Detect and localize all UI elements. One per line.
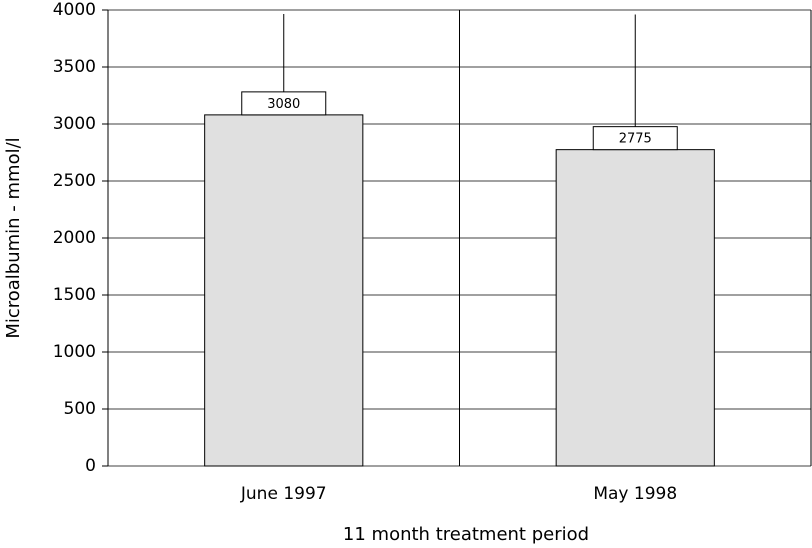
y-tick-label: 1000	[53, 342, 96, 362]
y-tick-label: 2000	[53, 228, 96, 248]
y-tick-label: 0	[85, 456, 96, 476]
value-label-box	[592, 126, 678, 151]
y-tick-label: 1500	[53, 285, 96, 305]
y-tick-label: 3000	[53, 114, 96, 134]
bar	[555, 149, 715, 467]
y-axis-title: Microalbumin - mmol/l	[3, 137, 24, 338]
y-tick-label: 4000	[53, 0, 96, 20]
value-label: 3080	[267, 97, 300, 112]
x-axis-title: 11 month treatment period	[343, 524, 589, 545]
y-tick-label: 2500	[53, 171, 96, 191]
value-label: 2775	[619, 132, 652, 147]
y-tick-label: 3500	[53, 57, 96, 77]
x-tick-label: May 1998	[593, 484, 677, 504]
y-tick-label: 500	[64, 399, 96, 419]
bar	[204, 114, 364, 467]
value-label-box	[241, 91, 327, 116]
x-tick-label: June 1997	[240, 484, 327, 504]
